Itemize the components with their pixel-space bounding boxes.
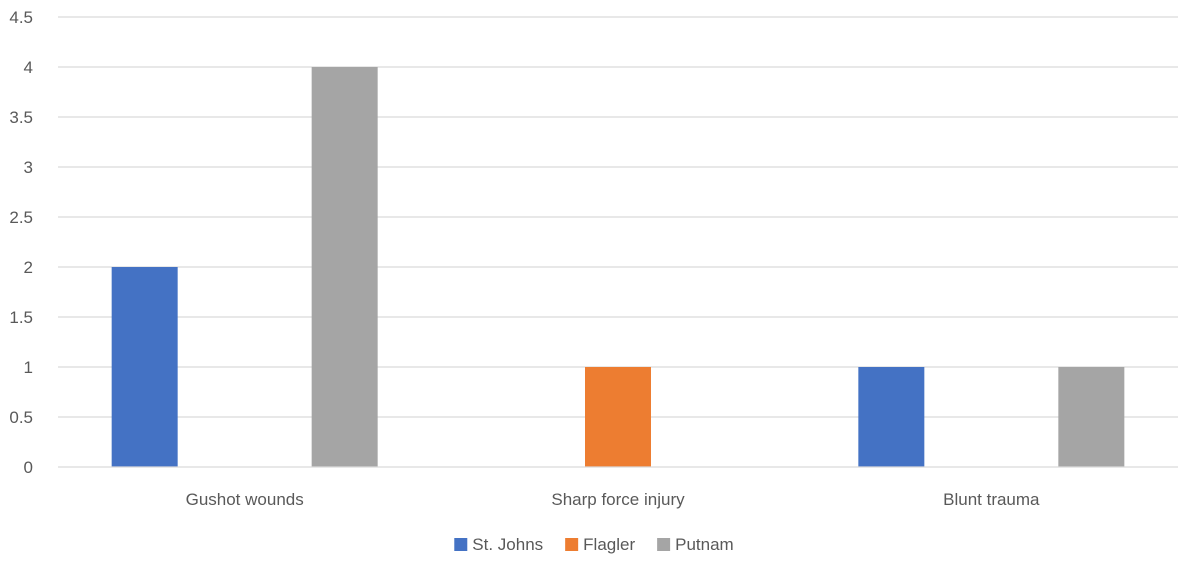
y-axis-ticks: 0 0.5 1 1.5 2 2.5 3 3.5 4 4.5 (9, 8, 33, 477)
legend-swatch (565, 538, 579, 551)
legend-label: St. Johns (472, 535, 543, 554)
bar-st-johns-3 (858, 367, 925, 467)
y-tick-label: 0.5 (9, 408, 33, 427)
y-tick-label: 3 (24, 158, 33, 177)
y-tick-label: 1.5 (9, 308, 33, 327)
bar-putnam-3 (1058, 367, 1125, 467)
y-tick-label: 1 (24, 358, 33, 377)
bar-putnam-1 (311, 67, 378, 467)
x-axis-labels: Gushot wounds Sharp force injury Blunt tra… (186, 490, 1040, 509)
legend-swatch (454, 538, 468, 551)
y-tick-label: 4.5 (9, 8, 33, 27)
y-tick-label: 2.5 (9, 208, 33, 227)
legend-label: Putnam (675, 535, 734, 554)
legend-item: Putnam (657, 535, 734, 554)
y-tick-label: 0 (24, 458, 33, 477)
y-tick-label: 4 (24, 58, 33, 77)
legend-item: Flagler (565, 535, 635, 554)
legend-swatch (657, 538, 671, 551)
gridlines (58, 16, 1178, 418)
bars (111, 67, 1125, 467)
legend-label: Flagler (583, 535, 635, 554)
bar-st-johns-1 (111, 267, 178, 467)
x-category-label: Blunt trauma (943, 490, 1040, 509)
bar-flagler-2 (585, 367, 651, 467)
y-tick-label: 2 (24, 258, 33, 277)
y-tick-label: 3.5 (9, 108, 33, 127)
legend: St. Johns Flagler Putnam (454, 535, 734, 554)
legend-item: St. Johns (454, 535, 543, 554)
x-category-label: Gushot wounds (186, 490, 304, 509)
x-category-label: Sharp force injury (551, 490, 685, 509)
